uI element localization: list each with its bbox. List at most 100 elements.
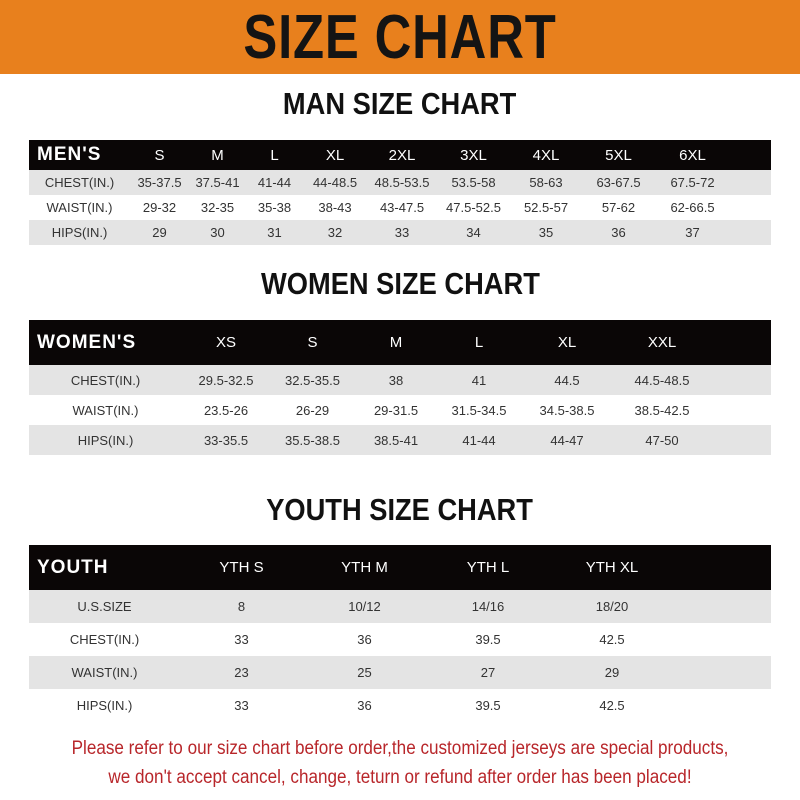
row-label: CHEST(IN.)	[29, 170, 130, 195]
table-cell: 34	[437, 220, 510, 245]
youth-size-table: YOUTH YTH S YTH M YTH L YTH XL U.S.SIZE 8 10/12…	[29, 545, 771, 722]
table-cell: 18/20	[550, 590, 674, 623]
size-header: 2XL	[367, 140, 437, 170]
size-header: M	[189, 140, 246, 170]
table-cell: 47-50	[613, 425, 711, 455]
table-cell: 42.5	[550, 689, 674, 722]
size-header: YTH XL	[550, 545, 674, 590]
table-cell: 35-37.5	[130, 170, 189, 195]
size-header: 3XL	[437, 140, 510, 170]
table-cell: 43-47.5	[367, 195, 437, 220]
table-cell: 29	[130, 220, 189, 245]
table-cell: 35-38	[246, 195, 303, 220]
table-cell: 42.5	[550, 623, 674, 656]
header-filler	[711, 320, 771, 365]
men-size-table: MEN'S S M L XL 2XL 3XL 4XL 5XL 6XL CHEST(IN.) 35-37…	[29, 140, 771, 245]
table-cell: 29-31.5	[355, 395, 437, 425]
order-notice: Please refer to our size chart before or…	[0, 734, 800, 792]
women-section-title: WOMEN SIZE CHART	[260, 266, 540, 301]
row-label: WAIST(IN.)	[29, 195, 130, 220]
table-cell: 44.5	[521, 365, 613, 395]
table-cell: 53.5-58	[437, 170, 510, 195]
title-banner: SIZE CHART	[0, 0, 800, 74]
table-cell: 10/12	[303, 590, 426, 623]
table-cell: 38	[355, 365, 437, 395]
table-cell: 38-43	[303, 195, 367, 220]
table-cell: 38.5-41	[355, 425, 437, 455]
size-header: XL	[521, 320, 613, 365]
row-filler	[711, 395, 771, 425]
table-cell: 29	[550, 656, 674, 689]
table-cell: 37.5-41	[189, 170, 246, 195]
row-filler	[730, 220, 771, 245]
table-cell: 36	[303, 689, 426, 722]
table-cell: 32.5-35.5	[270, 365, 355, 395]
notice-line: Please refer to our size chart before or…	[71, 738, 729, 759]
row-label: WAIST(IN.)	[29, 656, 180, 689]
table-cell: 29.5-32.5	[182, 365, 270, 395]
size-header: 4XL	[510, 140, 582, 170]
row-label: WAIST(IN.)	[29, 395, 182, 425]
size-header: XL	[303, 140, 367, 170]
table-cell: 39.5	[426, 623, 550, 656]
table-cell: 33-35.5	[182, 425, 270, 455]
row-filler	[711, 425, 771, 455]
table-cell: 25	[303, 656, 426, 689]
notice-line: we don't accept cancel, change, teturn o…	[108, 767, 692, 788]
table-cell: 31.5-34.5	[437, 395, 521, 425]
page-title: SIZE CHART	[243, 2, 557, 72]
row-label: HIPS(IN.)	[29, 689, 180, 722]
table-cell: 33	[180, 689, 303, 722]
table-cell: 47.5-52.5	[437, 195, 510, 220]
table-cell: 30	[189, 220, 246, 245]
table-cell: 35.5-38.5	[270, 425, 355, 455]
row-filler	[674, 623, 771, 656]
row-label: HIPS(IN.)	[29, 425, 182, 455]
size-header: YTH S	[180, 545, 303, 590]
table-cell: 48.5-53.5	[367, 170, 437, 195]
table-cell: 41-44	[437, 425, 521, 455]
size-header: M	[355, 320, 437, 365]
table-cell: 33	[367, 220, 437, 245]
row-filler	[730, 195, 771, 220]
table-cell: 41	[437, 365, 521, 395]
table-cell: 32-35	[189, 195, 246, 220]
row-label: HIPS(IN.)	[29, 220, 130, 245]
table-cell: 63-67.5	[582, 170, 655, 195]
size-header: L	[437, 320, 521, 365]
table-cell: 14/16	[426, 590, 550, 623]
table-cell: 39.5	[426, 689, 550, 722]
row-filler	[674, 689, 771, 722]
table-cell: 44-48.5	[303, 170, 367, 195]
table-header-label: MEN'S	[29, 140, 130, 170]
table-cell: 34.5-38.5	[521, 395, 613, 425]
row-filler	[730, 170, 771, 195]
size-header: YTH M	[303, 545, 426, 590]
row-label: CHEST(IN.)	[29, 365, 182, 395]
table-cell: 52.5-57	[510, 195, 582, 220]
table-cell: 58-63	[510, 170, 582, 195]
table-cell: 38.5-42.5	[613, 395, 711, 425]
size-header: YTH L	[426, 545, 550, 590]
table-cell: 23	[180, 656, 303, 689]
row-filler	[674, 656, 771, 689]
row-filler	[674, 590, 771, 623]
size-header: L	[246, 140, 303, 170]
table-cell: 35	[510, 220, 582, 245]
row-label: U.S.SIZE	[29, 590, 180, 623]
row-label: CHEST(IN.)	[29, 623, 180, 656]
table-cell: 23.5-26	[182, 395, 270, 425]
size-header: 5XL	[582, 140, 655, 170]
table-cell: 33	[180, 623, 303, 656]
table-cell: 31	[246, 220, 303, 245]
size-header: S	[130, 140, 189, 170]
table-header-label: WOMEN'S	[29, 320, 182, 365]
table-cell: 27	[426, 656, 550, 689]
table-cell: 41-44	[246, 170, 303, 195]
table-cell: 32	[303, 220, 367, 245]
women-size-table: WOMEN'S XS S M L XL XXL CHEST(IN.) 29.5-32.5 32.5…	[29, 320, 771, 455]
table-cell: 37	[655, 220, 730, 245]
table-cell: 36	[582, 220, 655, 245]
table-cell: 26-29	[270, 395, 355, 425]
table-header-label: YOUTH	[29, 545, 180, 590]
